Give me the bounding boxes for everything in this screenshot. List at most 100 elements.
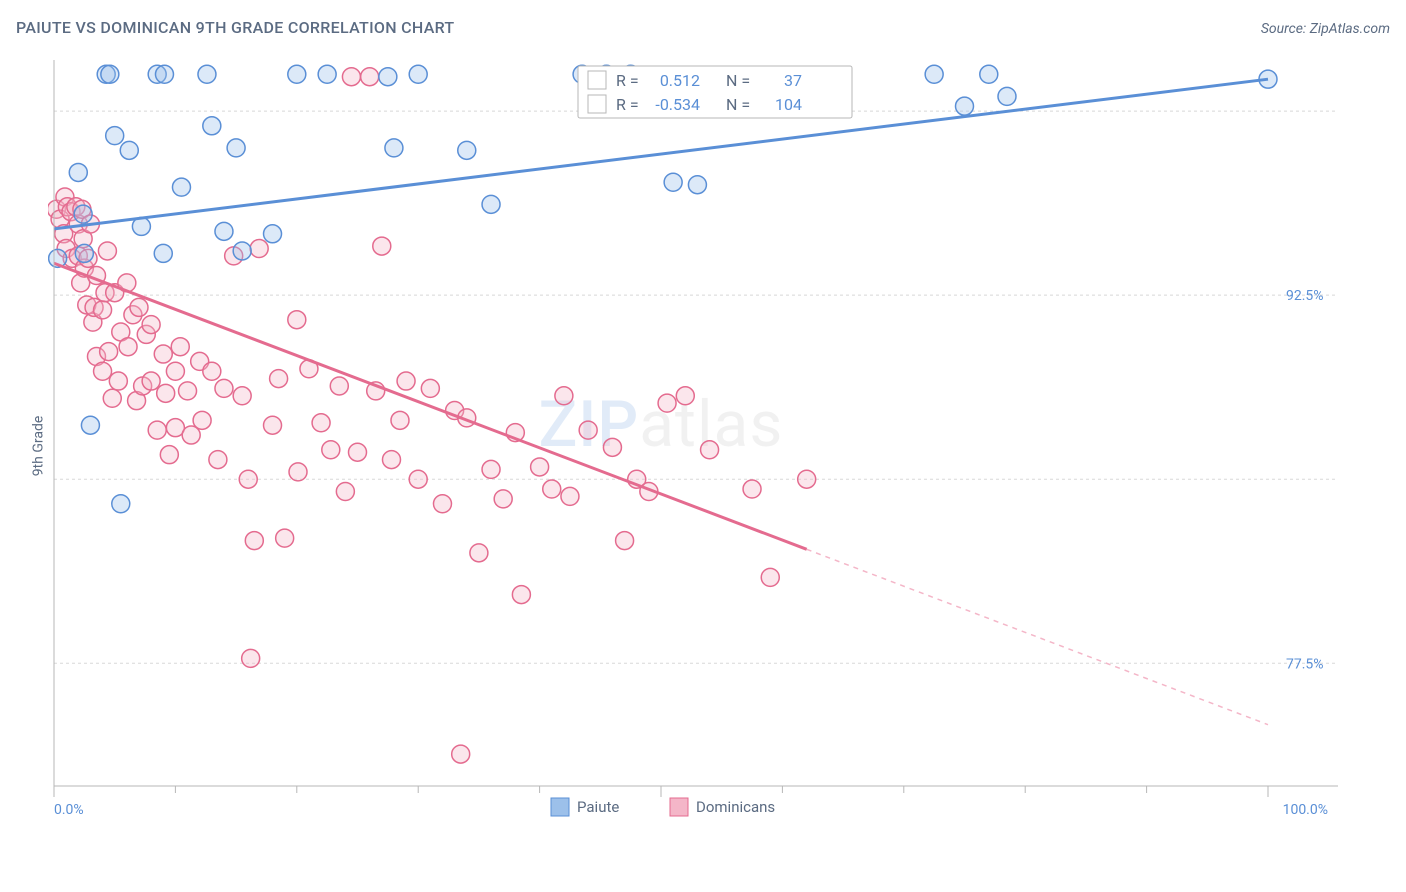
data-point <box>361 68 379 86</box>
legend-n-label: N = <box>726 71 750 90</box>
legend-r-value: 0.512 <box>660 71 700 90</box>
data-point <box>349 443 367 461</box>
data-point <box>75 244 93 262</box>
data-point <box>166 362 184 380</box>
data-point <box>203 117 221 135</box>
data-point <box>288 311 306 329</box>
data-point <box>120 141 138 159</box>
chart-source: Source: ZipAtlas.com <box>1261 21 1390 37</box>
data-point <box>130 298 148 316</box>
plot-area: 77.5%92.5%ZIPatlas0.0%100.0%R =0.512N =3… <box>48 48 1358 828</box>
x-tick-label: 100.0% <box>1283 802 1328 818</box>
data-point <box>470 544 488 562</box>
legend-label: Paiute <box>577 798 619 816</box>
data-point <box>81 416 99 434</box>
data-point <box>172 178 190 196</box>
data-point <box>171 338 189 356</box>
legend-swatch <box>551 798 569 816</box>
data-point <box>119 338 137 356</box>
legend-r-label: R = <box>616 71 639 90</box>
data-point <box>980 65 998 83</box>
scatter-svg: 77.5%92.5%ZIPatlas0.0%100.0%R =0.512N =3… <box>48 48 1358 828</box>
y-tick-label: 77.5% <box>1286 656 1324 672</box>
data-point <box>512 586 530 604</box>
data-point <box>998 87 1016 105</box>
data-point <box>154 244 172 262</box>
data-point <box>397 372 415 390</box>
data-point <box>482 460 500 478</box>
data-point <box>336 482 354 500</box>
data-point <box>382 451 400 469</box>
chart-header: PAIUTE VS DOMINICAN 9TH GRADE CORRELATIO… <box>16 18 1390 37</box>
data-point <box>179 382 197 400</box>
data-point <box>209 451 227 469</box>
data-point <box>242 649 260 667</box>
data-point <box>658 394 676 412</box>
data-point <box>676 387 694 405</box>
trend-line-dashed <box>807 549 1268 724</box>
data-point <box>250 240 268 258</box>
data-point <box>688 176 706 194</box>
legend-swatch <box>670 798 688 816</box>
data-point <box>555 387 573 405</box>
data-point <box>318 65 336 83</box>
series-legend: PaiuteDominicans <box>551 798 775 816</box>
data-point <box>233 387 251 405</box>
data-point <box>106 127 124 145</box>
data-point <box>239 470 257 488</box>
data-point <box>98 242 116 260</box>
data-point <box>452 745 470 763</box>
data-point <box>312 414 330 432</box>
data-point <box>154 345 172 363</box>
data-point <box>373 237 391 255</box>
data-point <box>103 389 121 407</box>
x-tick-label: 0.0% <box>54 802 84 818</box>
data-point <box>270 370 288 388</box>
legend-r-value: -0.534 <box>655 95 700 114</box>
data-point <box>322 441 340 459</box>
data-point <box>142 372 160 390</box>
data-point <box>157 384 175 402</box>
data-point <box>458 141 476 159</box>
data-point <box>227 139 245 157</box>
data-point <box>925 65 943 83</box>
legend-n-value: 104 <box>775 95 802 114</box>
data-point <box>112 495 130 513</box>
data-point <box>288 65 306 83</box>
data-point <box>761 568 779 586</box>
data-point <box>409 470 427 488</box>
data-point <box>155 65 173 83</box>
data-point <box>142 316 160 334</box>
chart-title: PAIUTE VS DOMINICAN 9TH GRADE CORRELATIO… <box>16 18 454 37</box>
data-point <box>743 480 761 498</box>
y-axis-label: 9th Grade <box>30 416 46 477</box>
data-point <box>245 532 263 550</box>
data-point <box>160 446 178 464</box>
data-point <box>701 441 719 459</box>
data-point <box>342 68 360 86</box>
data-point <box>385 139 403 157</box>
data-point <box>215 379 233 397</box>
data-point <box>494 490 512 508</box>
data-point <box>421 379 439 397</box>
data-point <box>409 65 427 83</box>
data-point <box>203 362 221 380</box>
data-point <box>69 163 87 181</box>
data-point <box>379 68 397 86</box>
legend-swatch <box>588 95 606 113</box>
y-tick-label: 92.5% <box>1286 288 1324 304</box>
data-point <box>101 65 119 83</box>
data-point <box>198 65 216 83</box>
data-point <box>193 411 211 429</box>
data-point <box>330 377 348 395</box>
data-point <box>215 222 233 240</box>
legend-n-value: 37 <box>784 71 802 90</box>
data-point <box>94 301 112 319</box>
data-point <box>482 195 500 213</box>
data-point <box>391 411 409 429</box>
data-point <box>148 421 166 439</box>
correlation-legend: R =0.512N =37R =-0.534N =104 <box>578 66 852 118</box>
data-point <box>276 529 294 547</box>
data-point <box>264 416 282 434</box>
data-point <box>94 362 112 380</box>
